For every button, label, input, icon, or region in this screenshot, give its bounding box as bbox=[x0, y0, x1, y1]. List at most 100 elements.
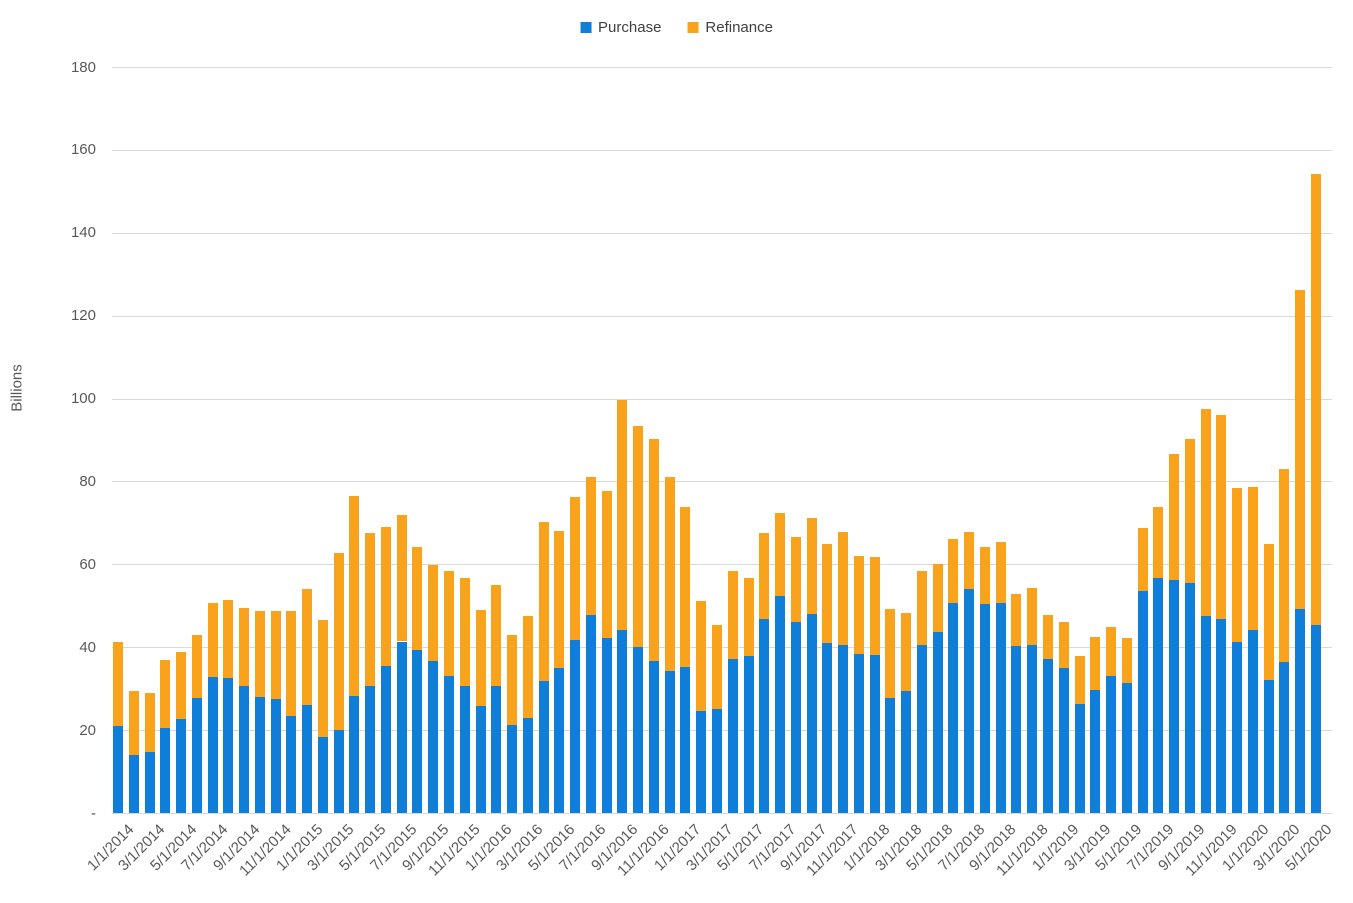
bar-refinance-segment bbox=[570, 497, 581, 640]
bar-purchase-segment bbox=[885, 697, 896, 814]
bar-purchase-segment bbox=[727, 658, 738, 814]
bar-purchase-segment bbox=[790, 622, 801, 814]
bar-purchase-segment bbox=[979, 603, 990, 814]
bar-refinance-segment bbox=[1200, 409, 1211, 616]
bar-purchase-segment bbox=[491, 686, 502, 814]
bar-purchase-segment bbox=[302, 705, 313, 814]
bar-purchase-segment bbox=[948, 602, 959, 814]
bar-purchase-segment bbox=[838, 644, 849, 814]
bar-purchase-segment bbox=[633, 647, 644, 814]
bar-purchase-segment bbox=[664, 671, 675, 814]
bar-refinance-segment bbox=[333, 553, 344, 730]
bar-purchase-segment bbox=[428, 661, 439, 814]
bar-purchase-segment bbox=[932, 631, 943, 814]
bar-refinance-segment bbox=[239, 607, 250, 687]
bar-purchase-segment bbox=[822, 643, 833, 814]
bar-refinance-segment bbox=[1011, 593, 1022, 646]
bar-purchase-segment bbox=[1106, 676, 1117, 814]
bar-refinance-segment bbox=[633, 425, 644, 648]
bar-purchase-segment bbox=[1011, 645, 1022, 814]
bar-purchase-segment bbox=[743, 655, 754, 814]
gridline bbox=[112, 149, 1332, 151]
bar-refinance-segment bbox=[444, 571, 455, 677]
bar-purchase-segment bbox=[995, 602, 1006, 814]
bar-refinance-segment bbox=[254, 611, 265, 698]
bar-purchase-segment bbox=[1121, 682, 1132, 814]
bar-refinance-segment bbox=[995, 542, 1006, 603]
gridline bbox=[112, 564, 1332, 566]
bar-purchase-segment bbox=[365, 685, 376, 814]
y-tick-label: 20 bbox=[79, 721, 96, 739]
bar-refinance-segment bbox=[507, 634, 518, 725]
bar-refinance-segment bbox=[475, 609, 486, 707]
bar-purchase-segment bbox=[333, 729, 344, 814]
gridline bbox=[112, 315, 1332, 317]
legend: Purchase Refinance bbox=[580, 19, 773, 36]
bar-refinance-segment bbox=[916, 570, 927, 646]
bar-purchase-segment bbox=[128, 755, 139, 814]
bar-refinance-segment bbox=[176, 651, 187, 719]
bar-refinance-segment bbox=[1121, 638, 1132, 683]
bar-refinance-segment bbox=[380, 527, 391, 667]
bar-refinance-segment bbox=[538, 522, 549, 682]
bar-purchase-segment bbox=[680, 667, 691, 814]
y-tick-label: 140 bbox=[70, 224, 96, 242]
bar-refinance-segment bbox=[932, 563, 943, 632]
bar-refinance-segment bbox=[428, 564, 439, 662]
bar-refinance-segment bbox=[885, 608, 896, 698]
bar-purchase-segment bbox=[1153, 578, 1164, 814]
legend-label-purchase: Purchase bbox=[598, 19, 662, 36]
bar-purchase-segment bbox=[191, 697, 202, 814]
bar-purchase-segment bbox=[1043, 658, 1054, 814]
bar-purchase-segment bbox=[444, 676, 455, 814]
bar-purchase-segment bbox=[160, 728, 171, 814]
bar-purchase-segment bbox=[349, 696, 360, 814]
bar-refinance-segment bbox=[979, 546, 990, 604]
bar-refinance-segment bbox=[286, 610, 297, 717]
bar-refinance-segment bbox=[1310, 174, 1321, 625]
bar-refinance-segment bbox=[711, 625, 722, 710]
bar-refinance-segment bbox=[554, 530, 565, 669]
bar-refinance-segment bbox=[1027, 588, 1038, 645]
bar-refinance-segment bbox=[869, 556, 880, 655]
bar-refinance-segment bbox=[790, 536, 801, 623]
x-axis-line bbox=[112, 813, 1332, 814]
legend-label-refinance: Refinance bbox=[705, 19, 773, 36]
bar-refinance-segment bbox=[1263, 544, 1274, 681]
bar-refinance-segment bbox=[491, 584, 502, 687]
bar-purchase-segment bbox=[223, 678, 234, 814]
bar-purchase-segment bbox=[853, 653, 864, 814]
bar-purchase-segment bbox=[1200, 615, 1211, 814]
bar-purchase-segment bbox=[570, 639, 581, 814]
bar-refinance-segment bbox=[459, 578, 470, 687]
bar-refinance-segment bbox=[743, 578, 754, 656]
bar-refinance-segment bbox=[1074, 656, 1085, 704]
y-tick-label: 60 bbox=[79, 555, 96, 573]
bar-refinance-segment bbox=[617, 399, 628, 630]
bar-purchase-segment bbox=[459, 686, 470, 814]
bar-refinance-segment bbox=[396, 515, 407, 642]
bar-purchase-segment bbox=[1027, 644, 1038, 814]
bar-refinance-segment bbox=[1169, 453, 1180, 580]
bar-purchase-segment bbox=[270, 699, 281, 814]
bar-refinance-segment bbox=[1279, 468, 1290, 663]
bar-purchase-segment bbox=[1247, 630, 1258, 814]
bar-refinance-segment bbox=[1043, 614, 1054, 659]
bar-refinance-segment bbox=[1106, 627, 1117, 677]
gridline bbox=[112, 647, 1332, 649]
bar-purchase-segment bbox=[1310, 624, 1321, 814]
y-tick-label: 40 bbox=[79, 638, 96, 656]
bar-purchase-segment bbox=[916, 645, 927, 814]
bar-purchase-segment bbox=[1279, 662, 1290, 814]
bar-refinance-segment bbox=[1232, 488, 1243, 642]
bar-purchase-segment bbox=[869, 654, 880, 814]
bar-refinance-segment bbox=[317, 619, 328, 737]
bar-purchase-segment bbox=[806, 613, 817, 814]
bar-refinance-segment bbox=[822, 543, 833, 644]
bar-refinance-segment bbox=[964, 532, 975, 589]
bar-purchase-segment bbox=[522, 718, 533, 814]
bar-refinance-segment bbox=[1295, 290, 1306, 610]
bar-refinance-segment bbox=[601, 491, 612, 639]
bar-refinance-segment bbox=[128, 690, 139, 756]
